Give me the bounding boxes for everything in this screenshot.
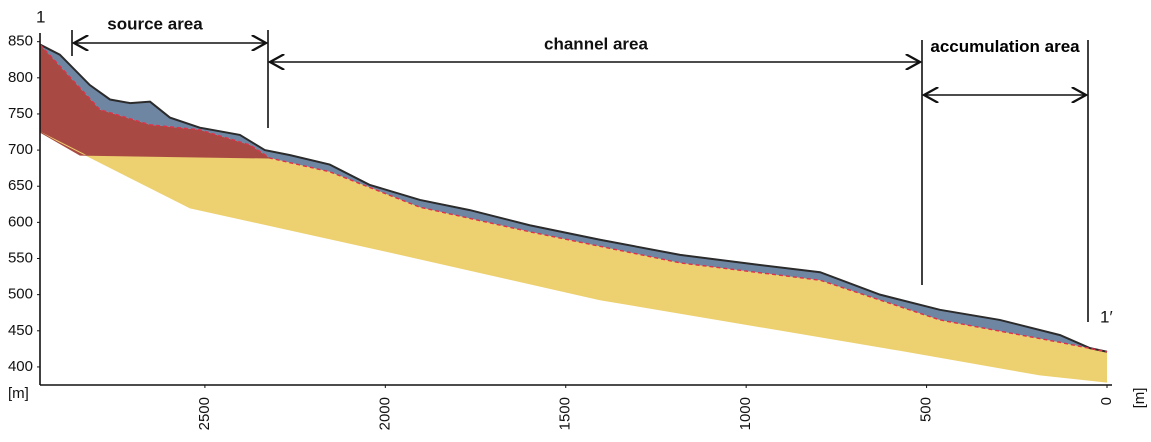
annotation: channel area	[544, 34, 648, 53]
y-tick-label: 400	[8, 358, 33, 375]
y-tick-label: 450	[8, 322, 33, 339]
y-unit: [m]	[8, 385, 29, 402]
point-start: 1	[36, 7, 45, 26]
y-tick-label: 750	[8, 105, 33, 122]
y-tick-label: 600	[8, 213, 33, 230]
source-fill	[40, 45, 270, 158]
y-tick-label: 650	[8, 177, 33, 194]
x-unit: [m]	[1131, 388, 1148, 409]
y-tick-label: 550	[8, 249, 33, 266]
annotation-box: accumulation area	[920, 36, 1090, 86]
y-tick-label: 800	[8, 69, 33, 86]
y-tick-label: 500	[8, 286, 33, 303]
page: 1 1′ [m] [m] source area channel area ac…	[0, 0, 1151, 442]
x-tick-label: 2000	[376, 397, 393, 430]
annotation: accumulation area	[930, 36, 1080, 58]
x-tick-label: 500	[918, 397, 935, 422]
y-tick-label: 700	[8, 141, 33, 158]
annotation: source area	[107, 14, 203, 33]
chart: 1 1′ [m] [m] source area channel area ac…	[0, 0, 1151, 437]
x-tick-label: 0	[1098, 397, 1115, 405]
point-end: 1′	[1100, 307, 1113, 326]
x-tick-label: 1500	[557, 397, 574, 430]
x-tick-label: 1000	[737, 397, 754, 430]
x-tick-label: 2500	[196, 397, 213, 430]
y-tick-label: 850	[8, 33, 33, 50]
